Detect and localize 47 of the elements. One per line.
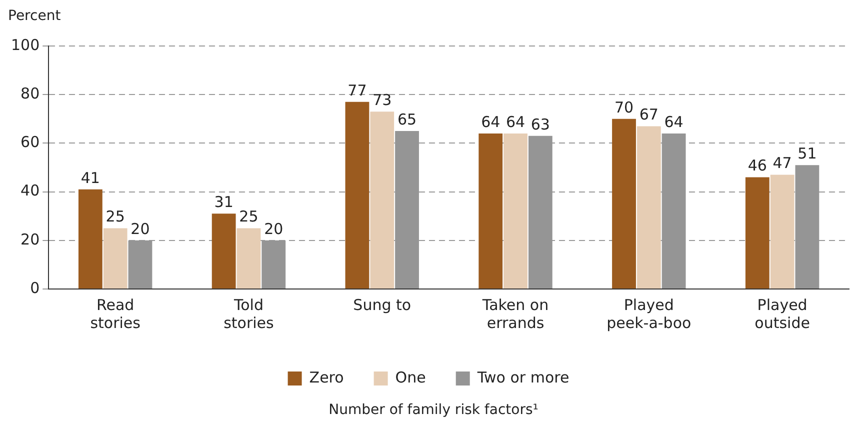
x-tick-label: Taken on errands xyxy=(481,296,549,332)
data-label: 25 xyxy=(106,208,125,226)
y-tick-label: 20 xyxy=(20,230,40,248)
legend-label: Two or more xyxy=(476,368,570,386)
y-tick-label: 60 xyxy=(20,133,40,152)
data-label: 20 xyxy=(264,220,284,238)
data-label: 31 xyxy=(214,193,234,212)
data-label: 70 xyxy=(614,98,634,116)
bar xyxy=(612,118,636,288)
data-label: 47 xyxy=(772,154,792,172)
bar xyxy=(770,174,794,288)
legend-label: Zero xyxy=(309,368,344,386)
data-label: 77 xyxy=(348,81,367,100)
data-label: 46 xyxy=(748,156,767,175)
x-tick-label: Played peek-a-boo xyxy=(606,296,692,332)
data-label: 51 xyxy=(798,144,817,162)
data-label: 20 xyxy=(130,220,150,238)
y-tick-label: 80 xyxy=(20,84,40,102)
data-label: 64 xyxy=(481,112,500,131)
x-tick-label: Sung to xyxy=(353,296,412,314)
bar xyxy=(345,102,370,288)
bar xyxy=(478,133,503,288)
y-tick-label: 40 xyxy=(20,182,40,200)
data-label: 25 xyxy=(239,208,258,226)
bar xyxy=(236,228,261,288)
y-tick-label: 0 xyxy=(30,278,40,297)
bar xyxy=(78,189,102,288)
data-label: 41 xyxy=(80,168,100,187)
x-tick-label: Played outside xyxy=(754,296,810,332)
y-axis-title: Percent xyxy=(8,8,62,26)
data-label: 63 xyxy=(530,115,550,134)
legend-label: One xyxy=(395,368,426,386)
data-label: 64 xyxy=(664,112,684,131)
data-label: 64 xyxy=(506,112,526,131)
data-label: 67 xyxy=(639,106,658,124)
bar xyxy=(370,112,394,288)
legend-title: Number of family risk factors¹ xyxy=(328,402,540,418)
bar xyxy=(636,126,661,288)
bar xyxy=(103,228,128,288)
bar xyxy=(504,133,528,288)
x-tick-label: Read stories xyxy=(90,296,141,332)
bar xyxy=(745,177,770,288)
data-label: 73 xyxy=(372,91,392,109)
bar xyxy=(212,214,236,288)
x-tick-label: Told stories xyxy=(224,296,274,332)
y-tick-label: 100 xyxy=(10,36,40,54)
data-label: 65 xyxy=(397,110,417,128)
